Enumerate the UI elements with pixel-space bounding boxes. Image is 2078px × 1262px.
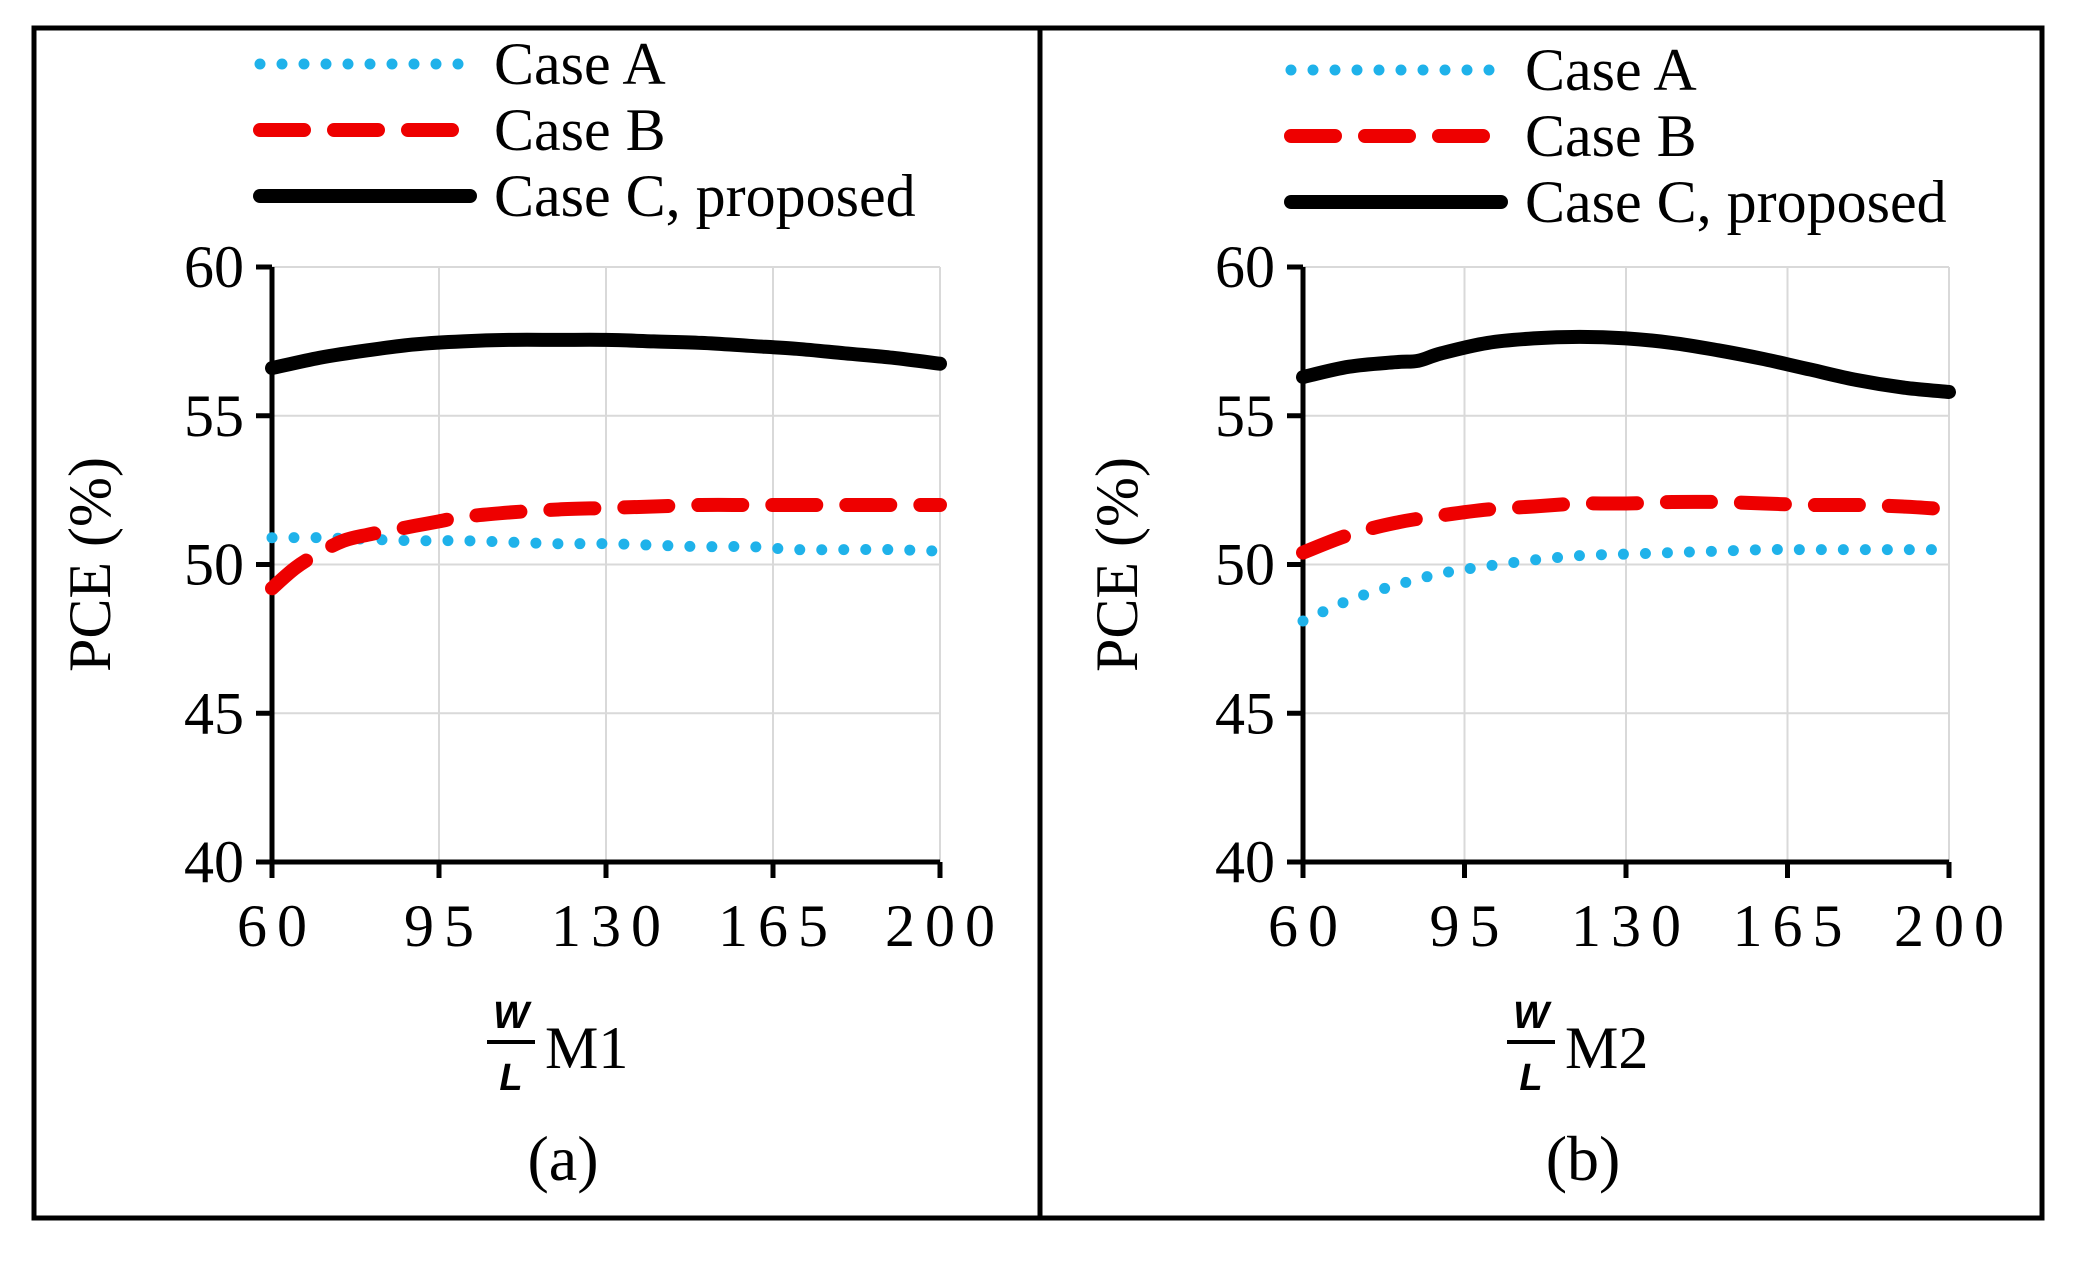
x-axis-title-suffix: M1 [545,1015,628,1081]
y-tick-label: 50 [1215,532,1275,598]
x-tick-label: 130 [1571,893,1691,959]
legend-label-case-a: Case A [1525,37,1697,103]
x-tick-label: 95 [1430,893,1510,959]
series-line-case-a [266,532,946,557]
legend-label-case-b: Case B [1525,103,1697,169]
panel-a: 40 45 50 55 60 60 95 130 165 200 PCE (%) WL M1 (a) Cas… [57,31,1005,1194]
x-tick-label: 200 [885,893,1005,959]
series-line-case-c-proposed [265,332,947,376]
y-axis-title: PCE (%) [57,457,123,672]
x-tick-label: 165 [1733,893,1853,959]
x-tick-label: 200 [1894,893,2014,959]
y-axis-title: PCE (%) [1084,457,1150,672]
x-axis-fraction-numerator: W [1513,995,1552,1037]
y-tick-label: 55 [184,383,244,449]
x-axis-fraction-denominator: L [1519,1057,1542,1099]
y-tick-label: 45 [184,680,244,746]
series-line-case-b [265,497,947,596]
x-tick-label: 165 [718,893,838,959]
y-tick-label: 50 [184,532,244,598]
panel-caption: (a) [527,1123,598,1194]
y-tick-label: 55 [1215,383,1275,449]
x-tick-label: 130 [551,893,671,959]
x-tick-label: 60 [1268,893,1348,959]
y-tick-label: 45 [1215,680,1275,746]
legend-label-case-c-proposed: Case C, proposed [494,163,916,229]
legend-label-case-a: Case A [494,31,666,97]
series-line-case-a [1297,544,1955,627]
legend-label-case-c-proposed: Case C, proposed [1525,169,1947,235]
y-tick-label: 60 [1215,234,1275,300]
y-tick-label: 40 [184,829,244,895]
panel-b: 40 45 50 55 60 60 95 130 165 200 PCE (%) WL M2 (b) Cas… [1084,37,2014,1194]
y-tick-label: 40 [1215,829,1275,895]
legend-label-case-b: Case B [494,97,666,163]
x-axis-title-suffix: M2 [1565,1015,1648,1081]
x-tick-label: 95 [404,893,484,959]
series-line-case-b [1296,494,1956,560]
x-axis-fraction-denominator: L [499,1057,522,1099]
panel-caption: (b) [1546,1123,1621,1194]
series-line-case-c-proposed [1296,329,1956,399]
x-axis-fraction-numerator: W [493,995,532,1037]
y-tick-label: 60 [184,234,244,300]
x-tick-label: 60 [237,893,317,959]
